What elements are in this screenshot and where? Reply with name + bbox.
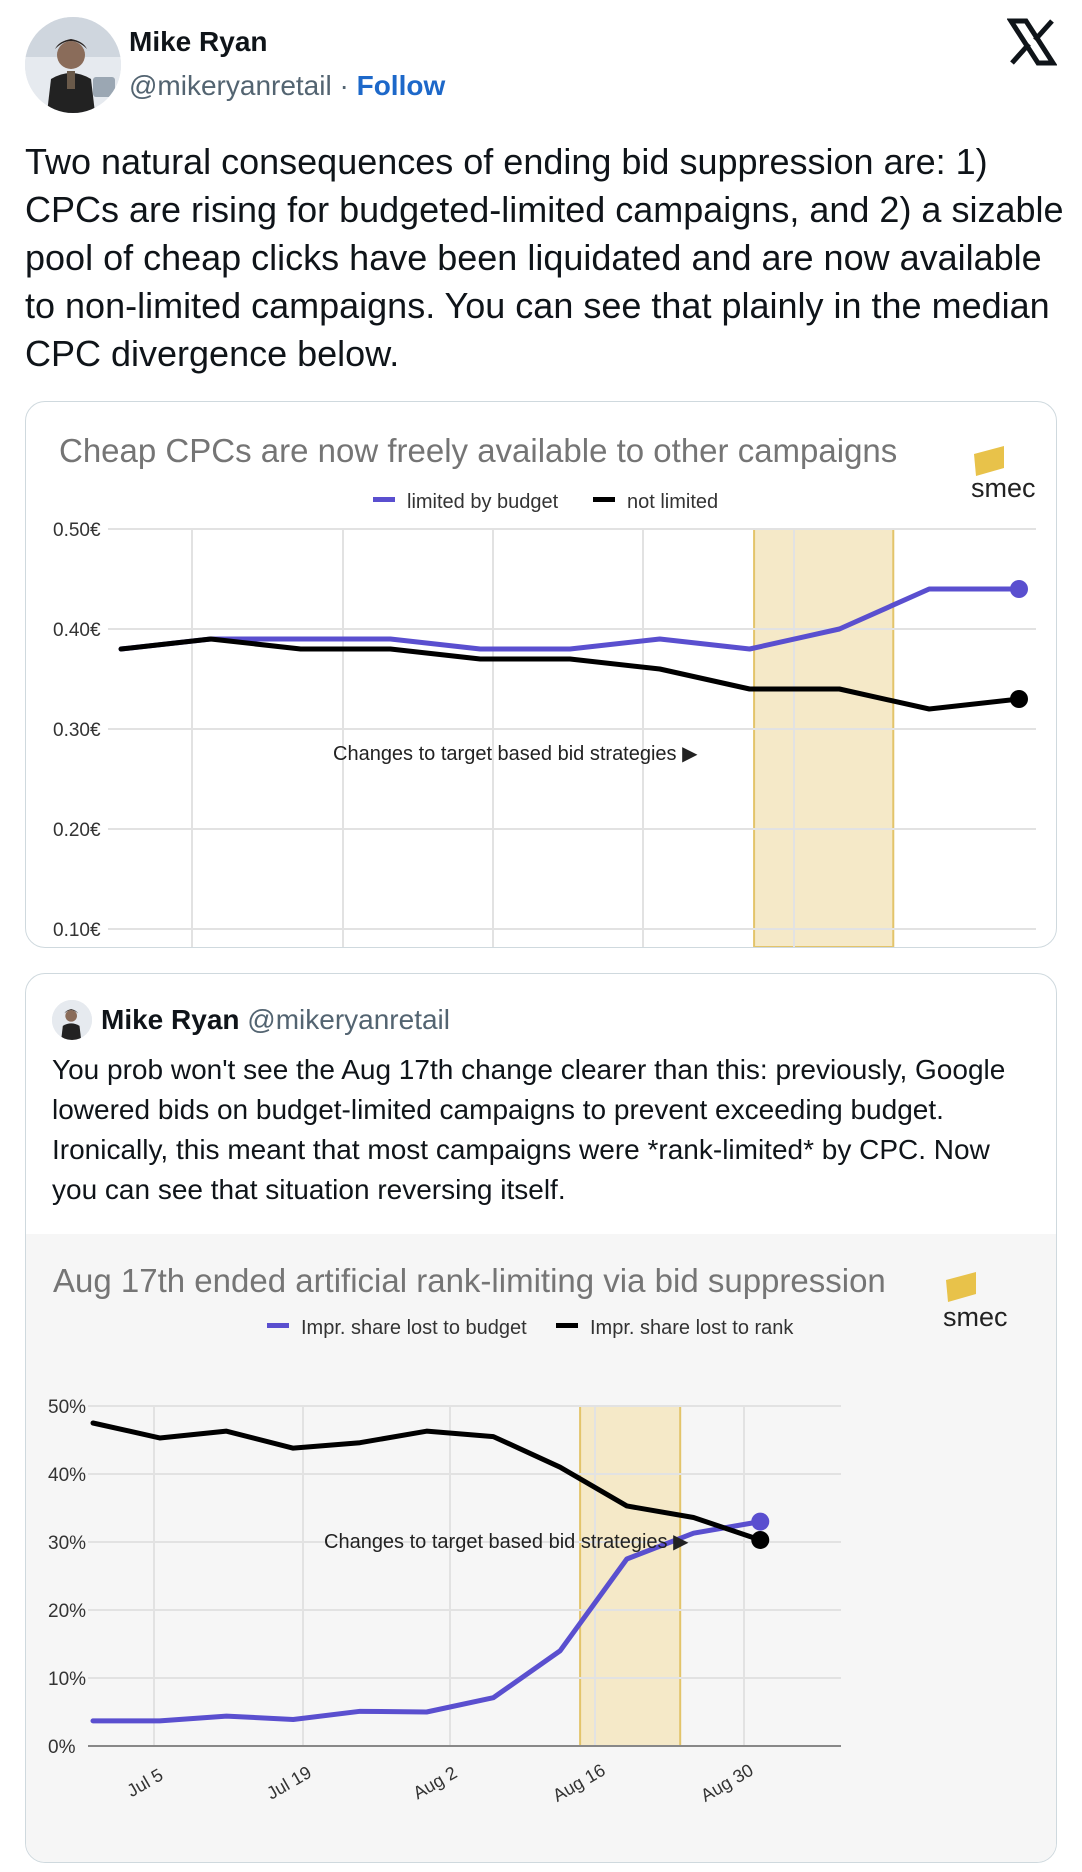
y-tick-label: 10%: [48, 1669, 86, 1690]
y-tick-label: 0.40€: [53, 620, 101, 641]
x-tick-label: Aug 30: [697, 1760, 756, 1806]
x-tick-label: Aug 16: [549, 1760, 608, 1806]
y-tick-label: 20%: [48, 1601, 86, 1622]
y-tick-label: 40%: [48, 1465, 86, 1486]
y-tick-label: 30%: [48, 1533, 86, 1554]
separator: ·: [339, 70, 349, 101]
series-line-0: [90, 1519, 763, 1724]
smec-logo-icon: smec: [943, 1272, 1008, 1332]
cpc-chart: Cheap CPCs are now freely available to o…: [53, 432, 1036, 947]
legend-swatch-other: [556, 1323, 578, 1328]
legend-label-budget: Impr. share lost to budget: [301, 1317, 527, 1339]
tweet-text: Two natural consequences of ending bid s…: [25, 141, 1064, 374]
quoted-chart-image[interactable]: Aug 17th ended artificial rank-limiting …: [26, 1234, 1056, 1862]
chart-annotation: Changes to target based bid strategies ▶: [324, 1531, 689, 1553]
brand-label: smec: [943, 1302, 1008, 1332]
legend-swatch-budget: [267, 1323, 289, 1328]
y-tick-label: 0.50€: [53, 520, 101, 541]
chart-title: Aug 17th ended artificial rank-limiting …: [53, 1262, 886, 1299]
series-end-point-1: [751, 1530, 770, 1549]
series-end-point-0: [1010, 580, 1028, 598]
legend-label-budget: limited by budget: [407, 491, 559, 513]
series-line-1: [118, 636, 1022, 712]
quoted-tweet-text: You prob won't see the Aug 17th change c…: [52, 1054, 1006, 1205]
avatar-photo: [52, 1000, 92, 1040]
legend: limited by budget not limited: [373, 491, 718, 513]
legend: Impr. share lost to budget Impr. share l…: [267, 1317, 794, 1339]
quoted-avatar[interactable]: [52, 1000, 92, 1040]
avatar-photo: [25, 17, 121, 113]
y-tick-label: 0.20€: [53, 820, 101, 841]
x-tick-label: Jul 19: [263, 1762, 315, 1803]
follow-button[interactable]: Follow: [356, 70, 446, 101]
chart-image-card[interactable]: Cheap CPCs are now freely available to o…: [25, 401, 1057, 948]
legend-swatch-budget: [373, 497, 395, 502]
y-tick-label: 0.30€: [53, 720, 101, 741]
quoted-author-handle[interactable]: @mikeryanretail: [247, 1004, 450, 1035]
author-name[interactable]: Mike Ryan: [129, 26, 268, 57]
series-end-point-1: [1010, 690, 1028, 708]
x-tick-label: Aug 2: [410, 1762, 461, 1803]
x-logo-icon[interactable]: [1006, 17, 1058, 67]
highlight-band: [753, 528, 895, 947]
highlight-band: [579, 1405, 682, 1747]
chart-title: Cheap CPCs are now freely available to o…: [59, 432, 897, 469]
chart-annotation: Changes to target based bid strategies ▶: [333, 743, 698, 765]
brand-label: smec: [971, 473, 1036, 503]
quoted-author-name[interactable]: Mike Ryan: [101, 1004, 240, 1035]
y-tick-label: 0%: [48, 1737, 76, 1758]
author-handle[interactable]: @mikeryanretail: [129, 70, 332, 101]
quoted-tweet-card[interactable]: Mike Ryan @mikeryanretail You prob won't…: [25, 973, 1057, 1863]
series-line-1: [90, 1420, 763, 1543]
smec-logo-icon: smec: [971, 446, 1036, 503]
y-tick-label: 0.10€: [53, 920, 101, 941]
series-line-0: [118, 586, 1022, 652]
x-tick-label: Jul 5: [124, 1765, 167, 1801]
legend-label-other: Impr. share lost to rank: [590, 1317, 794, 1339]
quoted-author-row: Mike Ryan @mikeryanretail: [101, 1004, 450, 1036]
series-end-point-0: [751, 1512, 770, 1531]
legend-label-other: not limited: [627, 491, 718, 513]
impression-share-chart: Aug 17th ended artificial rank-limiting …: [48, 1262, 1008, 1806]
legend-swatch-other: [593, 497, 615, 502]
avatar[interactable]: [25, 17, 121, 113]
author-handle-row: @mikeryanretail · Follow: [129, 70, 445, 102]
y-tick-label: 50%: [48, 1397, 86, 1418]
